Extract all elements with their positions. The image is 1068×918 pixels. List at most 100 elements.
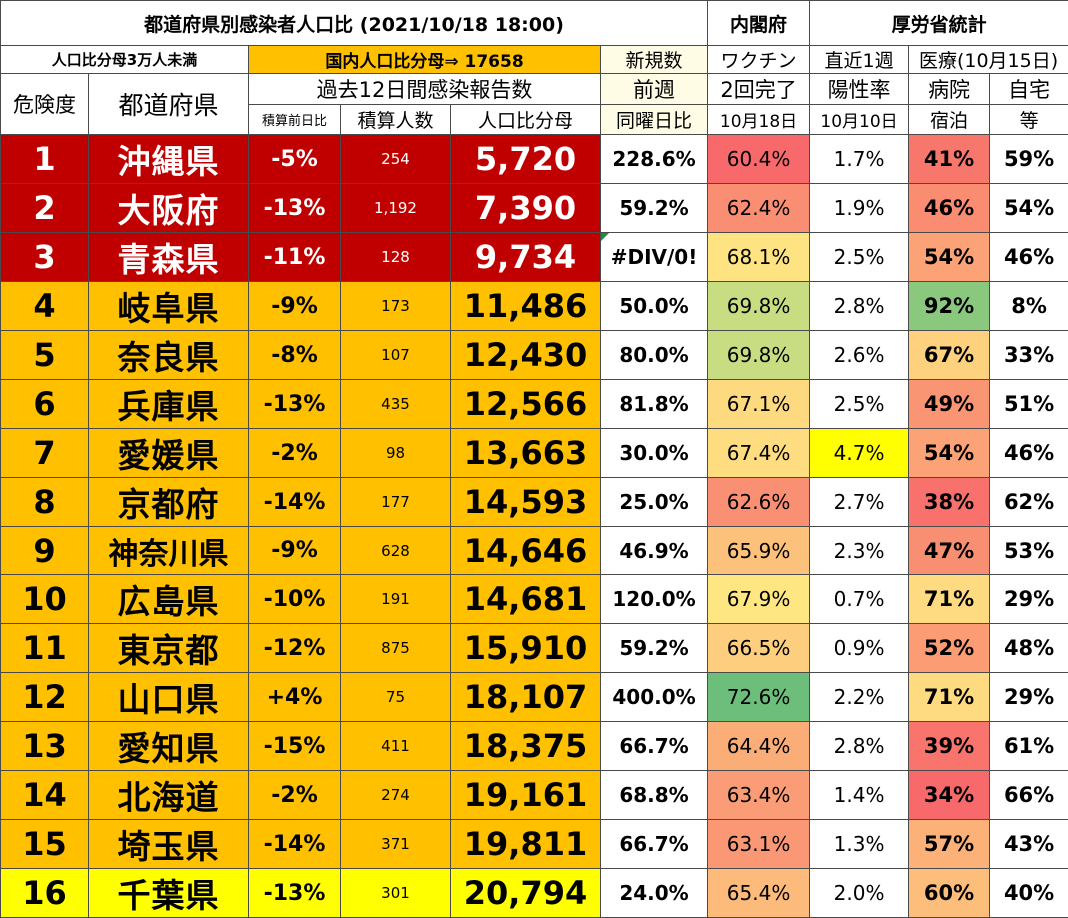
vaccine-rate: 68.1% <box>708 233 810 282</box>
prefecture-header: 都道府県 <box>89 74 249 135</box>
risk-rank: 4 <box>1 282 89 331</box>
prefecture-name: 愛媛県 <box>89 429 249 478</box>
population-ratio: 7,390 <box>451 184 601 233</box>
cumulative-change: -9% <box>249 282 341 331</box>
cumulative-change: -15% <box>249 722 341 771</box>
vaccine-rate: 62.6% <box>708 478 810 527</box>
vaccine-rate: 67.9% <box>708 575 810 624</box>
risk-rank: 3 <box>1 233 89 282</box>
home-share: 59% <box>990 135 1068 184</box>
positivity-rate: 1.9% <box>810 184 909 233</box>
same-weekday-ratio: 59.2% <box>601 184 708 233</box>
past12-header: 過去12日間感染報告数 <box>249 74 601 105</box>
cumulative-change: -8% <box>249 331 341 380</box>
positivity-rate: 2.3% <box>810 527 909 575</box>
positivity-rate: 2.5% <box>810 380 909 429</box>
vaccine-rate: 69.8% <box>708 331 810 380</box>
population-ratio: 18,107 <box>451 673 601 722</box>
prefecture-name: 山口県 <box>89 673 249 722</box>
cumulative-change: -2% <box>249 771 341 820</box>
cumulative-change: -2% <box>249 429 341 478</box>
hospital-hotel-share: 67% <box>909 331 990 380</box>
cumulative-change: -10% <box>249 575 341 624</box>
same-weekday-header: 同曜日比 <box>601 105 708 135</box>
cumulative-change: -13% <box>249 184 341 233</box>
cumulative-count: 1,192 <box>341 184 451 233</box>
home-share: 46% <box>990 429 1068 478</box>
subtitle-row: 人口比分母3万人未満 国内人口比分母⇒ 17658 新規数 ワクチン 直近1週 … <box>1 46 1068 74</box>
positivity-rate: 2.0% <box>810 869 909 918</box>
table-title: 都道府県別感染者人口比 (2021/10/18 18:00) <box>1 1 708 46</box>
risk-rank: 5 <box>1 331 89 380</box>
hospital-hotel-header-2: 宿泊 <box>909 105 990 135</box>
same-weekday-ratio: 24.0% <box>601 869 708 918</box>
same-weekday-ratio: 50.0% <box>601 282 708 331</box>
cumulative-count: 254 <box>341 135 451 184</box>
positivity-rate: 2.8% <box>810 722 909 771</box>
cumulative-count: 128 <box>341 233 451 282</box>
same-weekday-ratio: 400.0% <box>601 673 708 722</box>
hospital-hotel-header-1: 病院 <box>909 74 990 105</box>
prefecture-name: 沖縄県 <box>89 135 249 184</box>
home-share: 29% <box>990 673 1068 722</box>
vaccine-rate: 62.4% <box>708 184 810 233</box>
positivity-rate: 0.9% <box>810 624 909 673</box>
new-cases-header: 新規数 <box>601 46 708 74</box>
population-ratio: 12,430 <box>451 331 601 380</box>
home-share: 29% <box>990 575 1068 624</box>
prefecture-name: 奈良県 <box>89 331 249 380</box>
hospital-hotel-share: 71% <box>909 673 990 722</box>
same-weekday-ratio: 46.9% <box>601 527 708 575</box>
prefecture-name: 岐阜県 <box>89 282 249 331</box>
risk-rank: 7 <box>1 429 89 478</box>
vaccine-rate: 67.4% <box>708 429 810 478</box>
risk-rank: 13 <box>1 722 89 771</box>
population-ratio: 19,811 <box>451 820 601 869</box>
hospital-hotel-share: 34% <box>909 771 990 820</box>
population-ratio: 19,161 <box>451 771 601 820</box>
positivity-rate: 2.6% <box>810 331 909 380</box>
cumulative-count: 875 <box>341 624 451 673</box>
risk-rank: 2 <box>1 184 89 233</box>
risk-rank: 10 <box>1 575 89 624</box>
risk-rank: 15 <box>1 820 89 869</box>
cumulative-count: 628 <box>341 527 451 575</box>
same-weekday-ratio: 81.8% <box>601 380 708 429</box>
same-weekday-ratio: 66.7% <box>601 820 708 869</box>
cumulative-count: 75 <box>341 673 451 722</box>
vaccine-rate: 65.9% <box>708 527 810 575</box>
hospital-hotel-share: 38% <box>909 478 990 527</box>
positivity-rate: 2.8% <box>810 282 909 331</box>
mhlw-stats-header: 厚労省統計 <box>810 1 1068 46</box>
risk-rank: 6 <box>1 380 89 429</box>
positivity-rate: 2.2% <box>810 673 909 722</box>
home-share: 33% <box>990 331 1068 380</box>
hospital-hotel-share: 52% <box>909 624 990 673</box>
hospital-hotel-share: 54% <box>909 429 990 478</box>
prefecture-name: 千葉県 <box>89 869 249 918</box>
threshold-note: 人口比分母3万人未満 <box>1 46 249 74</box>
population-ratio: 14,593 <box>451 478 601 527</box>
cumulative-count: 98 <box>341 429 451 478</box>
same-weekday-ratio: #DIV/0! <box>601 233 708 282</box>
home-header-1: 自宅 <box>990 74 1068 105</box>
same-weekday-ratio: 30.0% <box>601 429 708 478</box>
vaccine-rate: 66.5% <box>708 624 810 673</box>
population-ratio: 12,566 <box>451 380 601 429</box>
hospital-hotel-share: 46% <box>909 184 990 233</box>
positivity-rate: 4.7% <box>810 429 909 478</box>
header-row-3: 危険度 都道府県 過去12日間感染報告数 前週 2回完了 陽性率 病院 自宅 <box>1 74 1068 105</box>
population-ratio: 13,663 <box>451 429 601 478</box>
cumulative-change: -14% <box>249 478 341 527</box>
vaccine-rate: 60.4% <box>708 135 810 184</box>
risk-header: 危険度 <box>1 74 89 135</box>
cumulative-count: 191 <box>341 575 451 624</box>
hospital-hotel-share: 60% <box>909 869 990 918</box>
home-share: 61% <box>990 722 1068 771</box>
same-weekday-ratio: 228.6% <box>601 135 708 184</box>
